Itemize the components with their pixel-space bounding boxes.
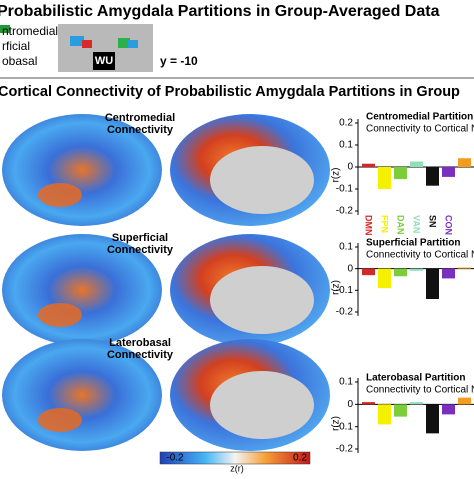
row-label: Connectivity: [107, 124, 174, 136]
medial-wall: [210, 266, 314, 334]
bar: [394, 167, 407, 180]
y-tick-label: 0: [347, 263, 353, 274]
bar: [458, 267, 471, 269]
y-tick-label: -0.1: [336, 421, 354, 432]
bar: [394, 268, 407, 277]
y-tick-label: -0.2: [336, 307, 354, 318]
hot-spot: [38, 408, 82, 432]
colorbar-max: 0.2: [293, 453, 307, 464]
legend-label: ntromedial: [2, 24, 58, 38]
bar: [378, 404, 391, 425]
bar: [410, 402, 423, 405]
bar: [426, 268, 439, 299]
y-tick-label: 0.1: [339, 140, 353, 151]
y-tick-label: -0.1: [336, 285, 354, 296]
blob: [70, 36, 84, 46]
bar: [362, 268, 375, 276]
medial-wall: [210, 146, 314, 214]
legend-label: rficial: [2, 39, 30, 53]
bar: [442, 167, 455, 177]
y-tick-label: 0: [347, 399, 353, 410]
bar: [426, 167, 439, 186]
row-label: Laterobasal: [109, 337, 171, 349]
y-axis-label: r(z): [331, 280, 342, 295]
bar: [426, 404, 439, 434]
hot-spot: [38, 183, 82, 207]
x-tick-label: FPN: [380, 215, 390, 233]
panel-b-title: Cortical Connectivity of Probabilistic A…: [0, 84, 460, 100]
row-label: Connectivity: [107, 349, 174, 361]
y-tick-label: 0.2: [339, 118, 353, 129]
bar: [458, 397, 471, 405]
x-tick-label: SN: [428, 215, 438, 228]
image-label: WU: [95, 55, 113, 67]
bar: [362, 402, 375, 405]
colorbar-label: z(r): [230, 463, 244, 473]
bar: [410, 268, 423, 271]
chart-title: Superficial Partition: [366, 238, 460, 249]
x-tick-label: VAN: [412, 215, 422, 233]
panel-a-title: Probabilistic Amygdala Partitions in Gro…: [0, 3, 440, 20]
blob: [82, 40, 92, 48]
colorbar: [159, 451, 311, 465]
chart-subtitle: Connectivity to Cortical N: [366, 250, 474, 261]
hot-spot: [38, 303, 82, 327]
legend-swatch: [0, 25, 10, 33]
bar: [378, 268, 391, 289]
row-label: Centromedial: [105, 112, 175, 124]
bar: [458, 158, 471, 167]
x-tick-label: DAN: [396, 215, 406, 235]
colorbar-min: -0.2: [166, 453, 184, 464]
x-tick-label: DMN: [364, 215, 374, 236]
label-box: [93, 52, 115, 70]
row-label: Superficial: [112, 232, 168, 244]
bar: [410, 161, 423, 167]
y-tick-label: 0.1: [339, 377, 353, 388]
x-tick-label: CON: [444, 215, 454, 235]
y-axis-label: r(z): [331, 416, 342, 431]
bar: [362, 163, 375, 167]
brain-maps: [2, 114, 330, 451]
blob: [128, 40, 138, 48]
y-axis-label: r(z): [331, 168, 342, 183]
y-tick-label: -0.2: [336, 444, 354, 455]
bar: [378, 167, 391, 189]
y-tick-label: -0.2: [336, 206, 354, 217]
y-tick-label: 0.1: [339, 242, 353, 253]
y-tick-label: -0.1: [336, 184, 354, 195]
slice-label: y = -10: [160, 54, 198, 68]
legend-label: obasal: [2, 54, 37, 68]
medial-wall: [210, 371, 314, 439]
chart-subtitle: Connectivity to Cortical N: [366, 385, 474, 396]
y-tick-label: 0: [347, 162, 353, 173]
chart-title: Centromedial Partition: [366, 112, 473, 123]
blob: [118, 38, 130, 48]
chart-title: Laterobasal Partition: [366, 373, 465, 384]
chart-subtitle: Connectivity to Cortical N: [366, 124, 474, 135]
bar: [442, 268, 455, 279]
bar: [394, 404, 407, 417]
row-label: Connectivity: [107, 244, 174, 256]
bar: [442, 404, 455, 415]
